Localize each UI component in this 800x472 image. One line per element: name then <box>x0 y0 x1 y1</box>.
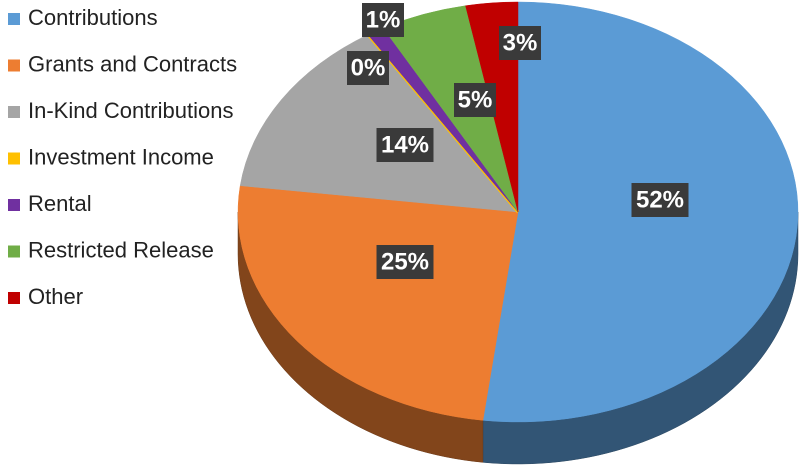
legend-label: In-Kind Contributions <box>28 98 233 123</box>
data-label: 0% <box>351 54 386 81</box>
slice <box>237 185 519 421</box>
legend-marker <box>8 106 20 118</box>
data-label: 52% <box>636 186 684 213</box>
legend-label: Grants and Contracts <box>28 51 237 76</box>
legend-marker <box>8 245 20 258</box>
data-label: 1% <box>366 6 401 33</box>
data-label: 3% <box>503 29 538 56</box>
legend-marker <box>8 199 20 211</box>
legend-label: Contributions <box>28 5 158 30</box>
data-label-box <box>362 3 404 37</box>
data-label: 14% <box>381 131 429 158</box>
slice <box>239 34 519 213</box>
data-label-box <box>376 245 434 279</box>
legend-marker <box>8 292 20 304</box>
legend-marker <box>8 59 20 72</box>
legend-label: Rental <box>28 191 92 216</box>
legend-marker <box>8 152 20 165</box>
data-label-box <box>499 26 541 60</box>
data-label: 5% <box>458 86 493 113</box>
data-label-box <box>454 83 496 117</box>
legend-label: Investment Income <box>28 144 214 169</box>
legend-label: Other <box>28 284 83 309</box>
data-label-box <box>631 183 689 217</box>
data-label: 25% <box>381 248 429 275</box>
legend-marker <box>8 13 20 25</box>
data-label-box <box>347 51 389 85</box>
data-label-box <box>376 128 434 162</box>
legend-label: Restricted Release <box>28 237 214 262</box>
